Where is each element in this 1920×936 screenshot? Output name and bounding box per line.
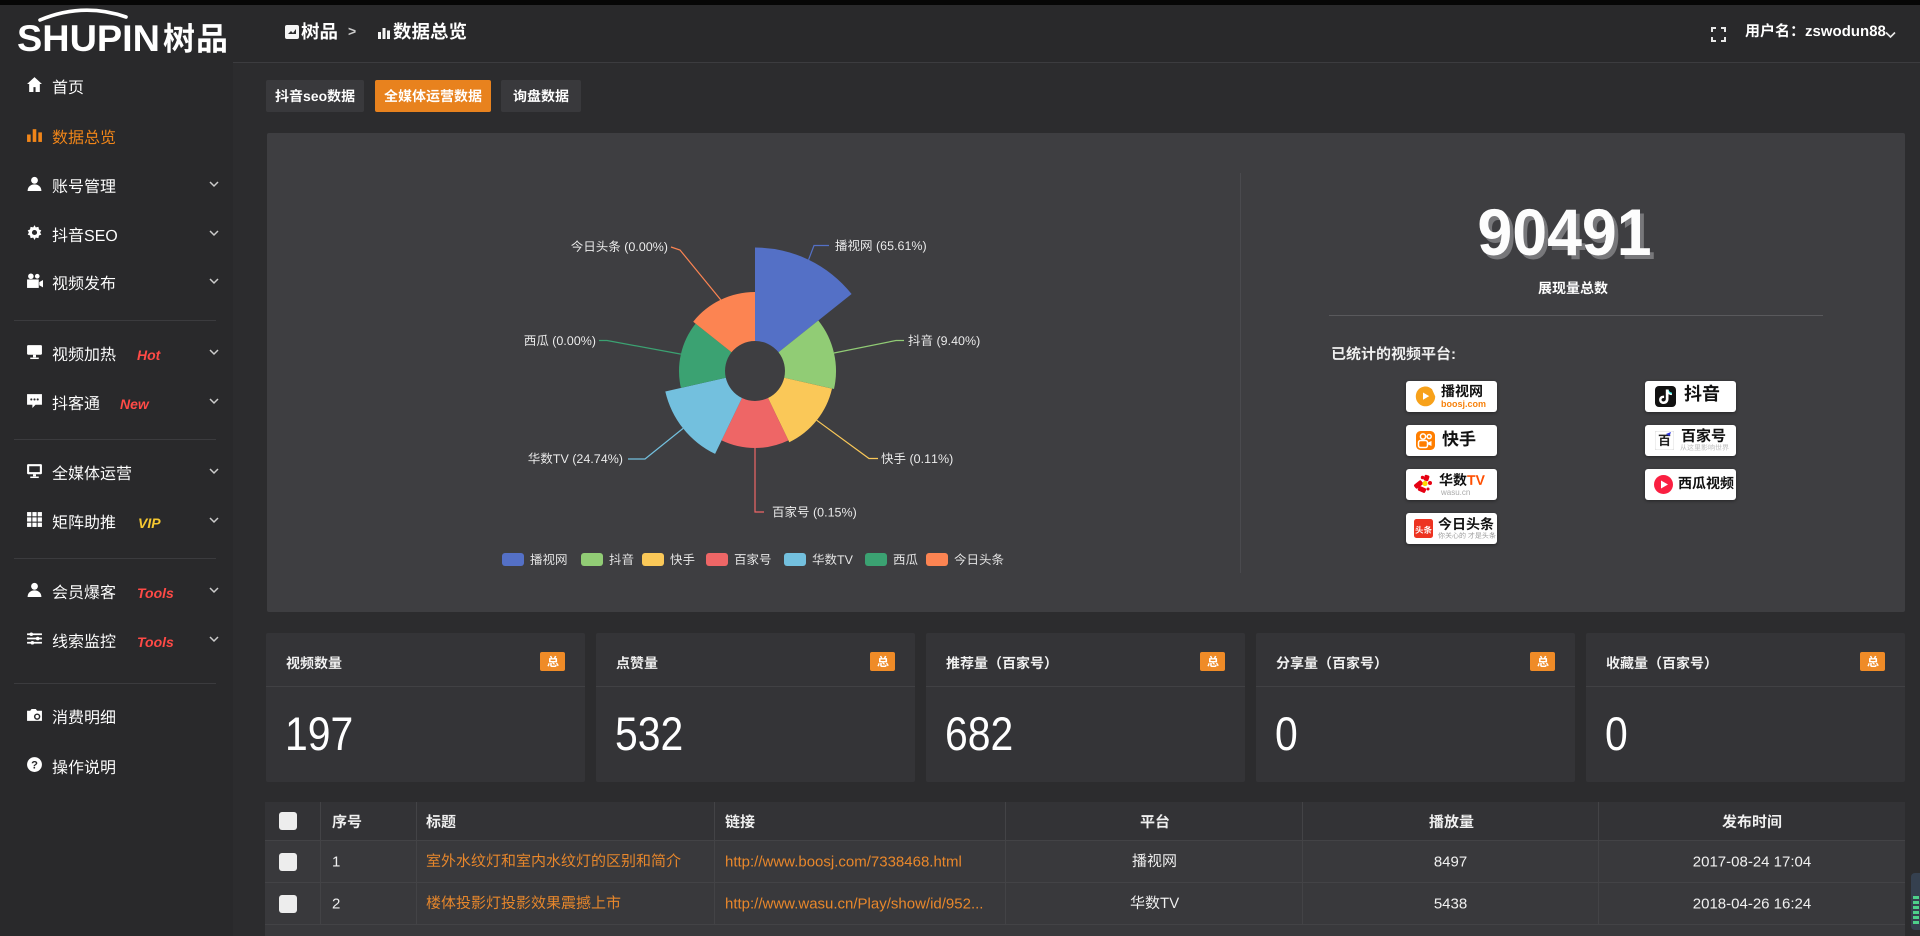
svg-text:?: ?	[31, 759, 38, 771]
svg-text:SHUPIN: SHUPIN	[17, 18, 160, 59]
